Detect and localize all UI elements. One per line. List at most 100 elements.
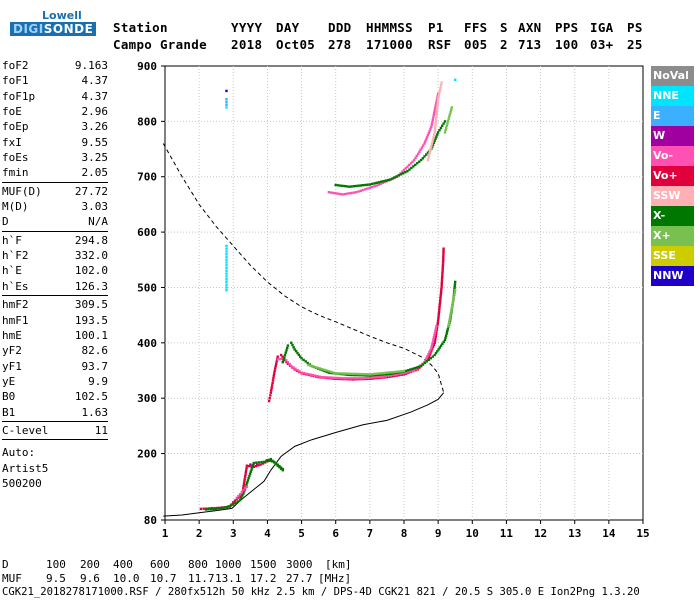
echo-point — [434, 327, 438, 330]
echo-point — [406, 165, 409, 168]
echo-point — [234, 501, 237, 505]
echo-point — [232, 503, 235, 506]
echo-point — [220, 506, 223, 510]
echo-point — [435, 109, 439, 112]
echo-point — [420, 146, 424, 149]
echo-point — [246, 479, 250, 482]
echo-point — [292, 346, 295, 349]
echo-point — [241, 494, 244, 497]
echo-point — [436, 98, 440, 101]
echo-point — [334, 192, 337, 195]
echo-point — [345, 185, 349, 188]
echo-point — [286, 361, 290, 364]
legend-item-noval: NoVal — [651, 66, 694, 86]
echo-point — [264, 461, 267, 464]
echo-point — [439, 299, 442, 302]
header-value-10: 03+ — [590, 37, 614, 52]
echo-point — [255, 461, 258, 464]
echo-point — [442, 251, 445, 255]
echo-point — [377, 373, 381, 376]
series-vo- — [276, 92, 440, 380]
echo-point — [414, 156, 417, 160]
echo-point — [377, 183, 380, 186]
param-row: yE 9.9 — [2, 374, 108, 389]
echo-point — [440, 81, 443, 84]
echo-point — [274, 462, 278, 466]
echo-point — [345, 372, 349, 375]
param-value: 9.55 — [81, 135, 109, 149]
echo-point — [352, 191, 356, 194]
echo-point — [375, 373, 378, 377]
echo-point — [209, 508, 213, 511]
x-tick-label: 11 — [500, 527, 514, 540]
distance-label: D — [2, 558, 9, 571]
echo-point — [334, 183, 337, 187]
echo-point — [453, 283, 457, 286]
echo-point — [409, 162, 412, 165]
header-label-10: IGA — [590, 20, 614, 35]
echo-point — [447, 322, 450, 326]
echo-point — [225, 278, 228, 281]
echo-point — [404, 369, 408, 373]
x-tick-label: 12 — [534, 527, 547, 540]
echo-point — [433, 109, 436, 112]
series-nne — [225, 78, 457, 292]
echo-point — [269, 457, 272, 461]
echo-point — [450, 108, 453, 111]
param-name: hmF1 — [2, 313, 29, 327]
param-value: 3.03 — [81, 200, 109, 214]
param-name: h`F — [2, 233, 22, 247]
echo-point — [283, 353, 287, 357]
echo-point — [271, 381, 274, 385]
muf-value: 27.7 — [286, 572, 313, 585]
echo-point — [271, 459, 274, 462]
param-row: M(D) 3.03 — [2, 199, 108, 214]
echo-point — [438, 129, 441, 132]
echo-point — [250, 468, 253, 471]
echo-point — [453, 285, 456, 288]
echo-point — [373, 185, 376, 188]
echo-point — [227, 505, 230, 508]
echo-point — [265, 459, 268, 463]
echo-point — [375, 376, 378, 379]
param-separator — [2, 230, 108, 232]
echo-point — [437, 93, 441, 96]
echo-point — [236, 500, 239, 503]
echo-point — [240, 496, 243, 500]
echo-point — [430, 345, 433, 348]
echo-point — [345, 377, 349, 380]
echo-point — [302, 358, 305, 362]
echo-point — [316, 366, 319, 369]
echo-point — [427, 358, 431, 361]
echo-point — [434, 337, 437, 340]
echo-point — [325, 370, 328, 374]
param-value: 1.63 — [81, 405, 109, 419]
echo-point — [410, 369, 414, 373]
param-name: fxI — [2, 135, 22, 149]
echo-point — [245, 485, 249, 488]
echo-point — [381, 181, 384, 185]
echo-point — [442, 258, 445, 261]
param-name: B1 — [2, 405, 16, 419]
echo-point — [296, 351, 299, 355]
echo-point — [416, 368, 419, 371]
echo-point — [393, 370, 397, 374]
header-label-7: S — [500, 20, 508, 35]
echo-point — [260, 460, 263, 464]
param-value: 4.37 — [81, 74, 109, 88]
echo-point — [430, 123, 433, 126]
series-x- — [266, 120, 457, 471]
y-tick-label: 400 — [137, 337, 157, 350]
parameter-list: foF2 9.163 foF1 4.37 foF1p 4.37 foE 2.96 foEp 3.2… — [2, 58, 108, 491]
echo-point — [439, 86, 442, 89]
echo-point — [323, 376, 326, 379]
echo-point — [286, 362, 290, 366]
distance-value: 1000 — [215, 558, 242, 571]
param-name: 500200 — [2, 476, 42, 490]
echo-point — [336, 184, 340, 187]
echo-point — [292, 366, 295, 369]
echo-point — [436, 131, 440, 134]
echo-point — [437, 312, 440, 316]
echo-point — [311, 374, 315, 377]
header-value-0: Campo Grande — [113, 37, 207, 52]
